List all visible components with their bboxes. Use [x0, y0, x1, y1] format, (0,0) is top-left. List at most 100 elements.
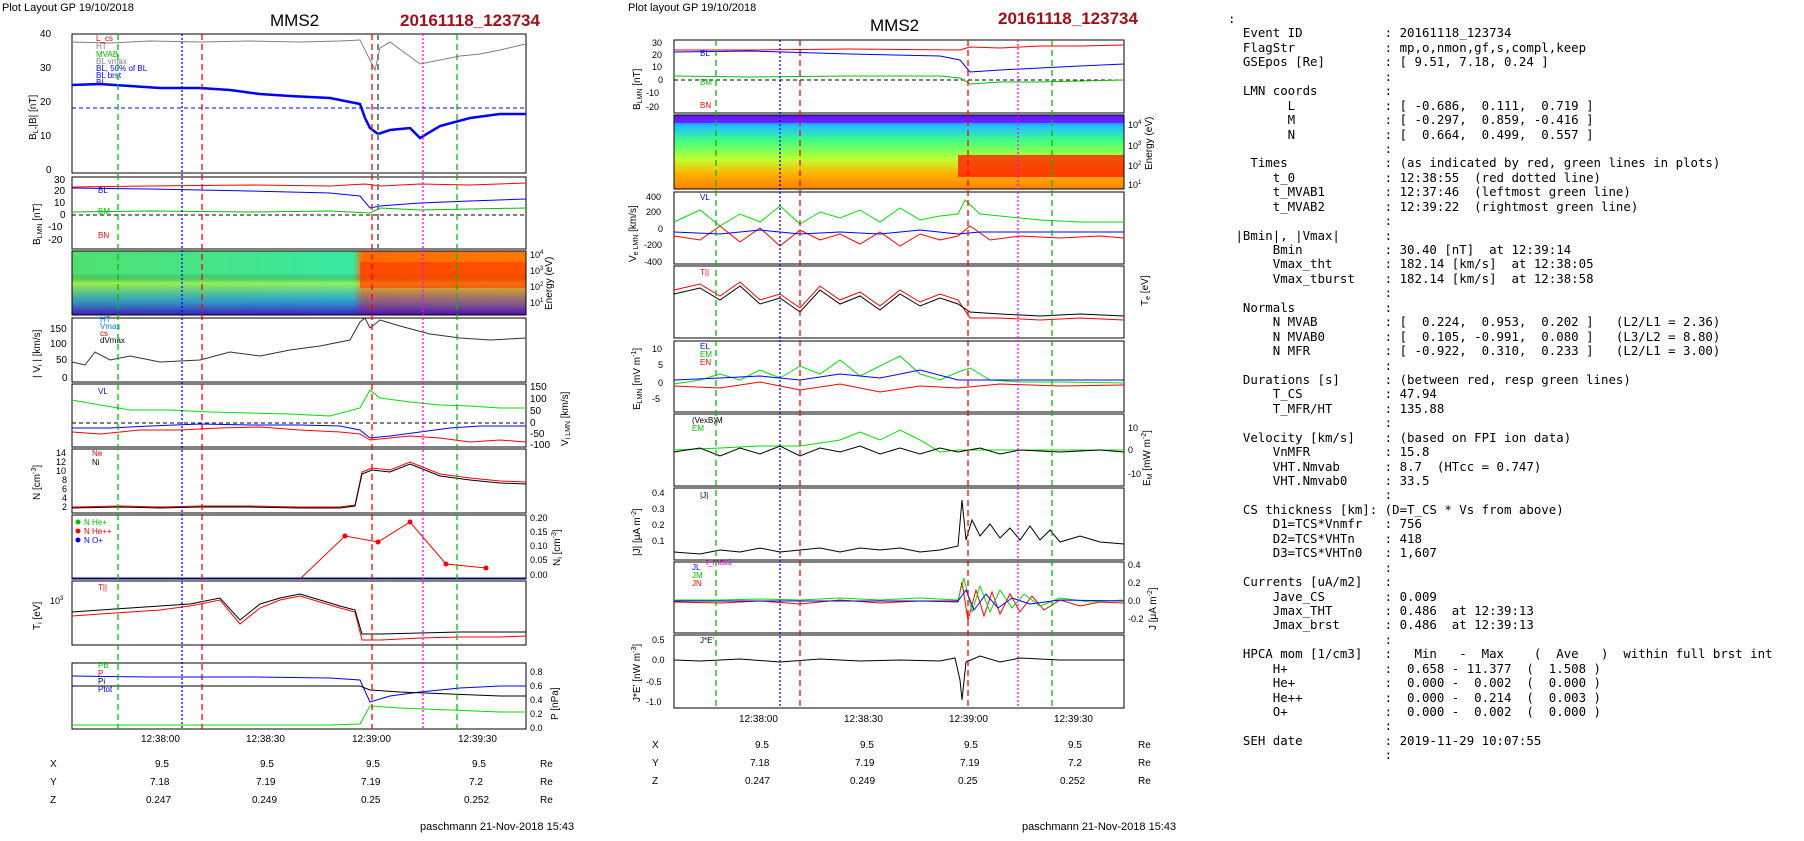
- right-panel-jabs: 0.4 0.3 0.2 0.1 |J| [μA m-2] |J|: [631, 487, 1125, 561]
- right-event-lines: [715, 40, 1053, 708]
- left-p4-legend-ht: HT: [100, 315, 111, 324]
- left-p7-tick-005: 0.05: [530, 555, 548, 565]
- left-coord-value: 9.5: [366, 759, 380, 770]
- left-p1-legend-ht: HT: [96, 42, 107, 51]
- right-coord-unit: Re: [1138, 740, 1151, 751]
- left-p7-legend-op: N O+: [84, 536, 103, 545]
- right-r5-ylabel: ELMN [mV m-1]: [631, 348, 644, 410]
- left-coord-label: X: [50, 759, 57, 770]
- right-r9-tick-05: 0.5: [652, 635, 665, 645]
- right-r3-legend-vl: VL: [700, 193, 710, 202]
- right-panel-je: 0.5 0.0 -0.5 -1.0 J*E' [nW m-3] J*E': [631, 634, 1125, 709]
- left-p5-ylabel: Vi LMN [km/s]: [560, 391, 572, 446]
- right-r7-tick-01: 0.1: [652, 536, 665, 546]
- right-panel-elmn: 10 5 0 -5 ELMN [mV m-1] EL EM EN: [631, 340, 1125, 413]
- right-r9-legend-je: J*E': [700, 636, 714, 645]
- left-panel-vi-abs: 150 100 50 0 | Vi | [km/s] HT Vmax cs dV…: [32, 315, 527, 384]
- right-r3-ylabel: Ve LMN [km/s]: [628, 205, 640, 262]
- right-spectrogram-hot: [958, 155, 1124, 177]
- left-panel-density-frame: [71, 448, 527, 514]
- left-p6-ylabel: N [cm-3]: [31, 465, 43, 500]
- right-r7-legend-j: |J|: [700, 491, 708, 500]
- left-panel-spectrogram: 104 103 102 101 Energy (eV): [71, 250, 555, 316]
- left-footer: paschmann 21-Nov-2018 15:43: [420, 821, 574, 833]
- right-r3-tick-m200: -200: [644, 240, 662, 250]
- info-line: |Bmin|, |Vmax| :: [1228, 227, 1393, 243]
- left-p6-tick-14: 14: [56, 448, 66, 458]
- info-line: Jmax_brst : 0.486 at 12:39:13: [1228, 617, 1534, 633]
- right-r1-bm-line: [673, 50, 1125, 73]
- left-p6-ni-line: [71, 463, 527, 509]
- left-p1-legend-bmax: BL vmax: [96, 57, 127, 66]
- right-coord-value: 9.5: [1068, 740, 1082, 751]
- left-p6-legend-ne: Ne: [92, 449, 103, 458]
- right-event-title: 20161118_123734: [998, 9, 1138, 28]
- left-time-tick: 12:38:30: [246, 734, 285, 745]
- right-r1-tick-0: 0: [658, 75, 663, 85]
- left-p9-legend-pb: PB: [98, 661, 109, 670]
- left-p5-vn-line: [71, 426, 527, 443]
- info-line: Vmax_tburst : 182.14 [km/s] at 12:38:58: [1228, 270, 1594, 286]
- left-p1-tick-30: 30: [40, 63, 52, 74]
- left-coord-label: Y: [50, 777, 57, 788]
- left-time-axis: 12:38:00 12:38:30 12:39:00 12:39:30: [141, 734, 497, 745]
- left-panel-density: 14 12 10 8 6 4 2 N [cm-3] Ne Ni: [31, 448, 527, 514]
- right-coord-value: 0.25: [958, 776, 978, 787]
- left-panel-bl-babs: 40 30 20 10 0 BL,|B| [nT] L_cs HT MVAB B…: [28, 29, 527, 176]
- left-p1-legend-brst: BL brst: [96, 71, 122, 80]
- left-p1-bl-line: [71, 82, 526, 140]
- info-line: Bmin : 30.40 [nT] at 12:39:14: [1228, 242, 1572, 257]
- right-coord-label: Z: [652, 776, 658, 787]
- left-p7-hepp-line: [299, 521, 487, 580]
- left-p7-point: [443, 561, 449, 567]
- left-p8-tperp-line: [71, 595, 527, 641]
- left-p2-legend-bm: BM: [98, 207, 110, 216]
- left-p2-ylabel: BLMN [nT]: [32, 203, 44, 245]
- right-coords-table: X 9.5 9.5 9.5 9.5 Re Y 7.18 7.19 7.19 7.…: [652, 740, 1151, 787]
- left-p1-legend-50pct: BL, 50% of BL: [96, 64, 148, 73]
- info-line: N MVAB : [ 0.224, 0.953, 0.202 ] (L2/L1 …: [1228, 314, 1721, 330]
- right-coord-value: 0.247: [745, 776, 770, 787]
- right-r9-tick-00: 0.0: [652, 655, 665, 665]
- right-time-tick: 12:38:30: [844, 714, 883, 725]
- right-coord-unit: Re: [1138, 776, 1151, 787]
- right-time-axis: 12:38:00 12:38:30 12:39:00 12:39:30: [739, 714, 1093, 725]
- right-panel-ve-lmn: 400 200 0 -200 -400 Ve LMN [km/s] VL: [628, 191, 1125, 267]
- right-r3-vl-line: [673, 199, 1124, 227]
- right-r5-tick-5: 5: [658, 360, 663, 370]
- left-p4-legend-cs: cs: [100, 329, 108, 338]
- left-p5-legend-vl: VL: [98, 387, 108, 396]
- left-p9-tick-08: 0.8: [530, 667, 543, 677]
- left-p6-tick-12: 12: [56, 457, 66, 467]
- left-coord-unit: Re: [540, 759, 553, 770]
- left-event-title: 20161118_123734: [400, 11, 540, 30]
- left-p6-tick-8: 8: [62, 475, 67, 485]
- right-r7-ylabel: |J| [μA m-2]: [631, 508, 643, 556]
- left-panel-pressure: 0.8 0.6 0.4 0.2 0.0 P [nPa] PB P Pi Ptot: [71, 661, 561, 733]
- left-panel-blmn-frame: [71, 176, 527, 250]
- left-p9-tick-06: 0.6: [530, 681, 543, 691]
- info-line: M : [ -0.297, 0.859, -0.416 ]: [1228, 112, 1594, 128]
- right-spec-tick-1e1: 101: [1128, 180, 1142, 190]
- left-coord-value: 0.25: [361, 795, 381, 806]
- left-p1-tick-20: 20: [40, 97, 52, 108]
- right-r8-legend-tmax: t_maxJ: [706, 558, 732, 567]
- left-panel-vi-lmn-frame: [71, 383, 527, 448]
- right-figure: Plot layout GP 19/10/2018 MMS2 20161118_…: [628, 2, 1176, 833]
- info-line: O+ : 0.000 - 0.002 ( 0.000 ): [1228, 704, 1601, 719]
- left-p4-tick-100: 100: [50, 339, 67, 350]
- right-r3-tick-m400: -400: [644, 257, 662, 267]
- info-line: :: [1228, 631, 1393, 647]
- left-coord-value: 7.19: [361, 777, 381, 788]
- right-r6-tick-m10: -10: [1128, 469, 1141, 479]
- info-line: T_MFR/HT : 135.88: [1228, 400, 1445, 416]
- right-r1-tick-m20: -20: [646, 102, 659, 112]
- right-r4-tperp-line: [673, 281, 1125, 321]
- right-r6-em-line: [673, 429, 1124, 453]
- info-line: H+ : 0.658 - 11.377 ( 1.508 ): [1228, 660, 1601, 676]
- left-panel-vi-abs-frame: [71, 317, 527, 383]
- left-p9-ylabel: P [nPa]: [550, 687, 561, 720]
- left-p2-tick-0: 0: [60, 210, 66, 221]
- right-r9-je-line: [673, 655, 1124, 701]
